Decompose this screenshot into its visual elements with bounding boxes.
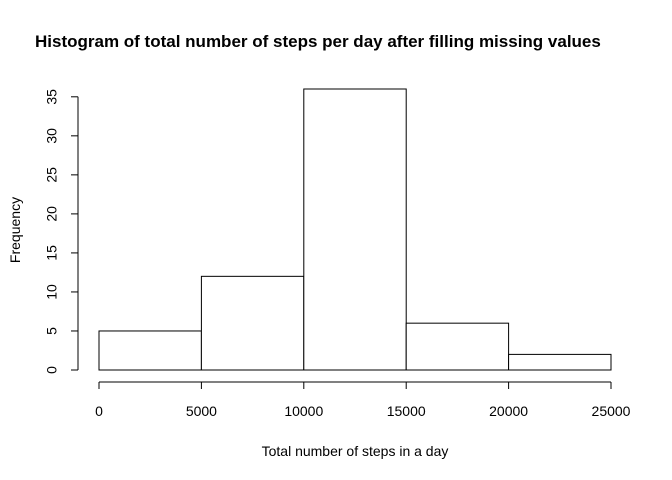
y-axis-label: Frequency — [7, 197, 23, 263]
x-axis-tick-label: 10000 — [284, 403, 323, 419]
x-axis-tick-label: 25000 — [592, 403, 631, 419]
bars-layer — [98, 88, 612, 371]
histogram-bar — [508, 353, 612, 371]
y-axis-tick-label: 15 — [44, 245, 60, 261]
histogram-bar — [98, 330, 202, 371]
histogram-bar — [200, 275, 305, 371]
x-axis-tick-label: 5000 — [186, 403, 217, 419]
x-axis-tick-label: 20000 — [489, 403, 528, 419]
x-axis-tick-label: 15000 — [387, 403, 426, 419]
chart-title: Histogram of total number of steps per d… — [35, 32, 601, 51]
y-axis-tick-label: 30 — [44, 128, 60, 144]
x-axis-tick-label: 0 — [95, 403, 103, 419]
y-axis-tick-label: 25 — [44, 167, 60, 183]
y-axis: 0 5 10 15 20 25 30 35 — [44, 89, 79, 374]
y-axis-tick-label: 10 — [44, 284, 60, 300]
histogram-bar — [303, 88, 407, 371]
y-axis-tick-label: 0 — [44, 366, 60, 374]
y-axis-tick-label: 5 — [44, 327, 60, 335]
y-axis-tick-label: 20 — [44, 206, 60, 222]
x-axis: 0 5000 10000 15000 20000 25000 — [95, 381, 631, 419]
y-axis-tick-label: 35 — [44, 89, 60, 105]
histogram-bar — [405, 322, 510, 371]
x-axis-label: Total number of steps in a day — [262, 443, 449, 459]
